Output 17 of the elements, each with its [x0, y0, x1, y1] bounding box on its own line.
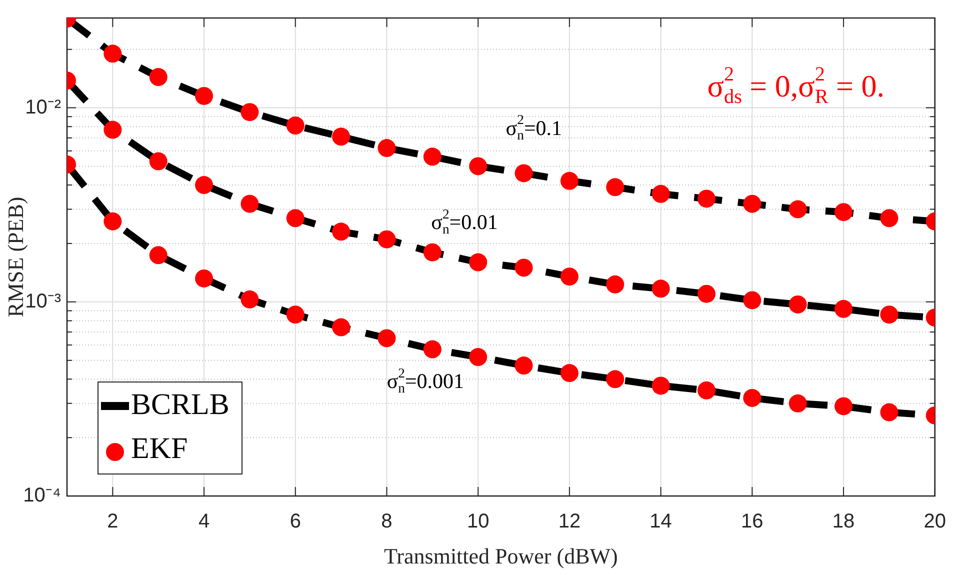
- x-tick-label: 18: [832, 510, 855, 533]
- x-tick-label: 12: [558, 510, 581, 533]
- x-tick-label: 6: [290, 510, 301, 533]
- x-axis-title: Transmitted Power (dBW): [384, 544, 618, 569]
- y-tick-label: 10⁻²: [25, 96, 62, 118]
- y-tick-label: 10⁻⁴: [23, 484, 61, 507]
- y-axis-title: RMSE (PEB): [2, 196, 28, 318]
- legend-label: BCRLB: [131, 388, 230, 421]
- x-tick-label: 8: [381, 510, 392, 533]
- x-tick-label: 16: [741, 510, 764, 533]
- x-tick-label: 2: [107, 510, 118, 533]
- y-tick-label: 10⁻³: [25, 290, 62, 312]
- x-tick-label: 10: [466, 510, 490, 533]
- x-tick-label: 20: [924, 510, 946, 533]
- x-tick-label: 4: [198, 510, 210, 533]
- legend-label: EKF: [131, 432, 188, 465]
- x-tick-label: 14: [650, 510, 672, 533]
